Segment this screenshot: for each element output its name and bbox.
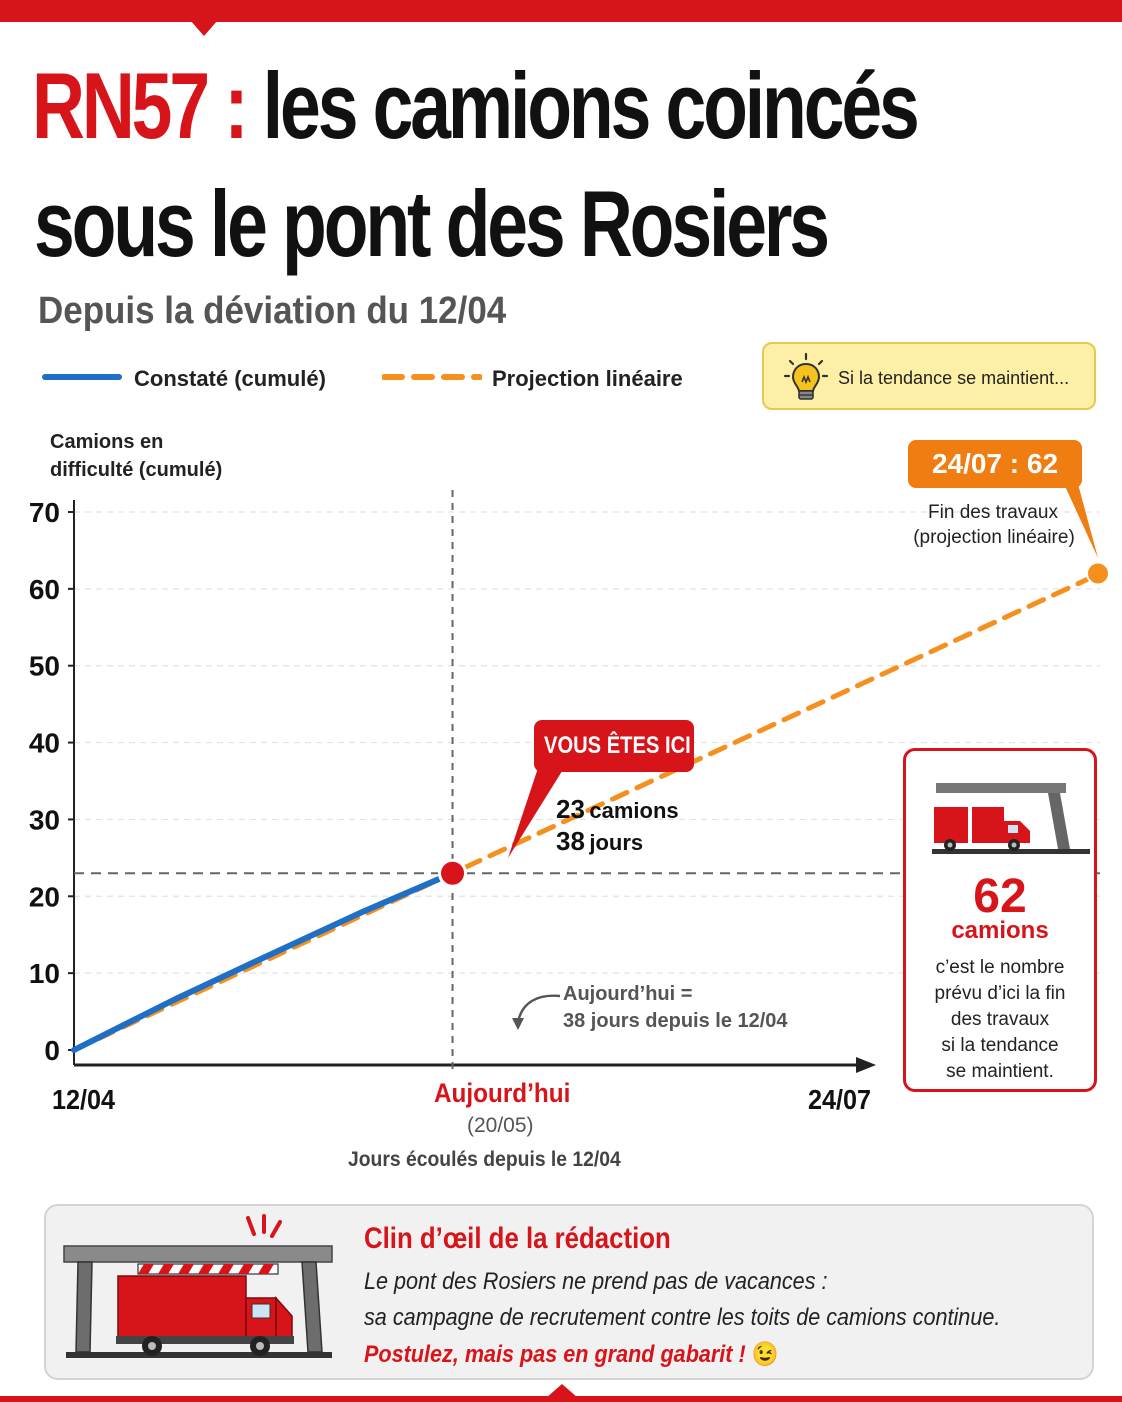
x-tick-end: 24/07 (808, 1084, 872, 1115)
today-count-number: 23 (556, 794, 585, 824)
subtitle: Depuis la déviation du 12/04 (38, 290, 507, 332)
legend-observed-swatch (42, 374, 122, 380)
page-title: RN57 : les camions coincés (32, 50, 920, 162)
legend-projection-label: Projection linéaire (492, 366, 683, 391)
lightbulb-icon (783, 352, 829, 400)
note-line-1: Le pont des Rosiers ne prend pas de vaca… (364, 1268, 828, 1295)
y-axis-label-line2: difficulté (cumulé) (50, 459, 222, 481)
you-are-here-text: VOUS ÊTES ICI (544, 732, 691, 759)
note-line-2: sa campagne de recrutement contre les to… (364, 1304, 1001, 1331)
projection-card-text-line: c’est le nombre (935, 957, 1065, 978)
projection-card-unit: camions (951, 917, 1049, 944)
truck-stuck-under-bridge-icon (63, 1214, 333, 1358)
end-marker (1086, 561, 1110, 586)
wink-emoji-icon: 😉 (751, 1341, 779, 1368)
today-x-label: Aujourd’hui (434, 1078, 571, 1108)
title-line-2: sous le pont des Rosiers (34, 171, 830, 276)
tip-text: Si la tendance se maintient... (838, 368, 1070, 388)
legend-observed-label: Constaté (cumulé) (134, 366, 326, 391)
today-marker (438, 858, 468, 888)
title-text: les camions coincés (262, 53, 920, 158)
top-accent-bar (0, 0, 1122, 22)
y-tick-label: 10 (29, 958, 60, 989)
end-badge-pointer (1064, 484, 1098, 558)
today-days-number: 38 (556, 826, 585, 856)
end-value-text: 24/07 : 62 (931, 448, 1059, 479)
today-x-date: (20/05) (467, 1114, 534, 1137)
curved-arrow-icon (512, 994, 561, 1030)
today-days-label: 38 jours (556, 826, 643, 857)
x-axis-arrow (856, 1057, 876, 1073)
cumulative-chart: Camions en difficulté (cumulé) 0 10 20 30 40… (29, 431, 1110, 1075)
projection-card-text-line: prévu d’ici la fin (934, 983, 1066, 1004)
top-accent-notch (190, 20, 218, 36)
you-are-here-pointer (508, 768, 564, 858)
projection-card-text-line: se maintient. (946, 1061, 1054, 1082)
today-days-unit: jours (589, 830, 644, 855)
today-count-label: 23 camions (556, 794, 679, 825)
projection-card-text-line: si la tendance (941, 1035, 1059, 1056)
editorial-note: Clin d’œil de la rédaction Le pont des R… (44, 1204, 1094, 1380)
truck-under-bridge-icon (932, 783, 1090, 854)
y-tick-label: 50 (29, 651, 60, 682)
bottom-accent-notch (546, 1384, 578, 1398)
today-note-line2: 38 jours depuis le 12/04 (563, 1010, 788, 1032)
note-title: Clin d’œil de la rédaction (364, 1222, 671, 1255)
today-note-line1: Aujourd’hui = (563, 983, 693, 1005)
projection-card-number: 62 (973, 870, 1027, 923)
end-note-line1: Fin des travaux (928, 502, 1058, 523)
y-tick-label: 60 (29, 574, 60, 605)
tip-box: Si la tendance se maintient... (762, 342, 1096, 410)
legend-projection-swatch (382, 374, 482, 380)
y-tick-label: 30 (29, 804, 60, 835)
y-tick-label: 70 (29, 497, 60, 528)
title-road-name: RN57 : (32, 53, 249, 158)
bottom-accent-bar (0, 1396, 1122, 1402)
y-tick-label: 0 (44, 1035, 60, 1066)
note-call-to-action: Postulez, mais pas en grand gabarit ! (364, 1341, 746, 1368)
projection-card: 62 camions c’est le nombre prévu d’ici l… (903, 748, 1097, 1092)
projection-card-text: c’est le nombre prévu d’ici la fin des t… (906, 955, 1094, 1085)
you-are-here-badge: VOUS ÊTES ICI (534, 720, 694, 772)
end-value-badge: 24/07 : 62 (908, 440, 1082, 488)
note-line-3: Postulez, mais pas en grand gabarit ! 😉 (364, 1340, 779, 1369)
x-axis-label: Jours écoulés depuis le 12/04 (348, 1148, 621, 1171)
y-axis-label-line1: Camions en (50, 431, 163, 453)
projection-card-text-line: des travaux (950, 1009, 1050, 1030)
today-count-unit: camions (589, 798, 679, 823)
observed-series-line (71, 870, 456, 1053)
y-tick-label: 20 (29, 881, 60, 912)
y-tick-label: 40 (29, 728, 60, 759)
end-note-line2: (projection linéaire) (913, 527, 1075, 548)
x-tick-start: 12/04 (52, 1084, 116, 1115)
